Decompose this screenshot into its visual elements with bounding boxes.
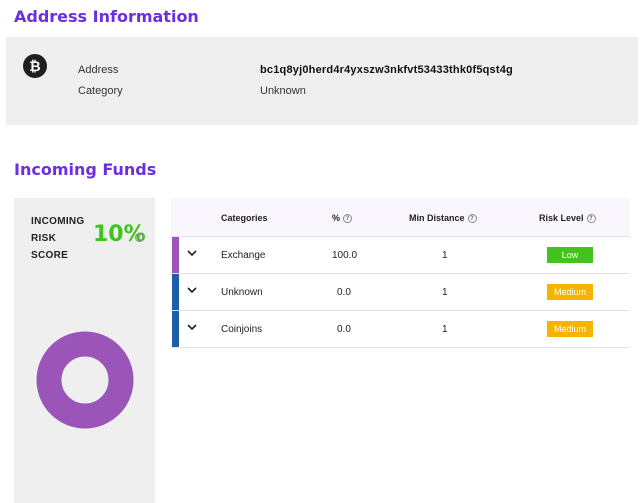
incoming-funds-title: Incoming Funds — [14, 160, 157, 179]
cell-percent: 100.0 — [332, 250, 358, 261]
cell-category: Exchange — [221, 250, 266, 261]
category-label: Category — [78, 85, 123, 97]
help-icon[interactable]: ? — [343, 214, 353, 224]
risk-level-badge: Medium — [547, 284, 593, 300]
header-percent: %? — [332, 213, 353, 224]
address-row: Address bc1q8yj0herd4r4yxszw3nkfvt53433t… — [78, 64, 513, 76]
address-label: Address — [78, 64, 119, 76]
risk-score-panel: INCOMING RISK SCORE 10% ? — [14, 198, 155, 503]
bitcoin-icon: ₿ — [23, 54, 47, 78]
chevron-down-icon[interactable] — [186, 247, 198, 259]
table-row[interactable]: Exchange 100.0 1 Low — [171, 237, 630, 274]
row-color-bar — [172, 237, 179, 273]
help-icon[interactable]: ? — [586, 214, 596, 224]
header-categories: Categories — [221, 213, 268, 223]
cell-percent: 0.0 — [337, 324, 351, 335]
cell-min-distance: 1 — [442, 250, 448, 261]
risk-score-label: INCOMING RISK SCORE — [31, 216, 85, 261]
row-color-bar — [172, 311, 179, 347]
risk-level-badge: Low — [547, 247, 593, 263]
help-icon[interactable]: ? — [467, 214, 477, 224]
donut-slice-exchange — [36, 331, 134, 429]
incoming-funds-table: Categories %? Min Distance? Risk Level? … — [171, 198, 630, 348]
cell-min-distance: 1 — [442, 324, 448, 335]
cell-category: Unknown — [221, 287, 263, 298]
table-header: Categories %? Min Distance? Risk Level? — [171, 198, 630, 237]
cell-percent: 0.0 — [337, 287, 351, 298]
category-value: Unknown — [260, 85, 306, 97]
cell-category: Coinjoins — [221, 324, 263, 335]
table-row[interactable]: Unknown 0.0 1 Medium — [171, 274, 630, 311]
header-risk-level: Risk Level? — [539, 213, 596, 224]
address-value[interactable]: bc1q8yj0herd4r4yxszw3nkfvt53433thk0f5qst… — [260, 64, 513, 76]
chevron-down-icon[interactable] — [186, 321, 198, 333]
header-min-distance: Min Distance? — [409, 213, 477, 224]
risk-donut-chart — [36, 331, 134, 429]
row-color-bar — [172, 274, 179, 310]
table-row[interactable]: Coinjoins 0.0 1 Medium — [171, 311, 630, 348]
chevron-down-icon[interactable] — [186, 284, 198, 296]
risk-level-badge: Medium — [547, 321, 593, 337]
address-information-title: Address Information — [14, 7, 199, 26]
cell-min-distance: 1 — [442, 287, 448, 298]
category-row: Category Unknown — [78, 85, 306, 97]
help-icon[interactable]: ? — [135, 233, 144, 242]
address-card: ₿ Address bc1q8yj0herd4r4yxszw3nkfvt5343… — [6, 37, 638, 125]
